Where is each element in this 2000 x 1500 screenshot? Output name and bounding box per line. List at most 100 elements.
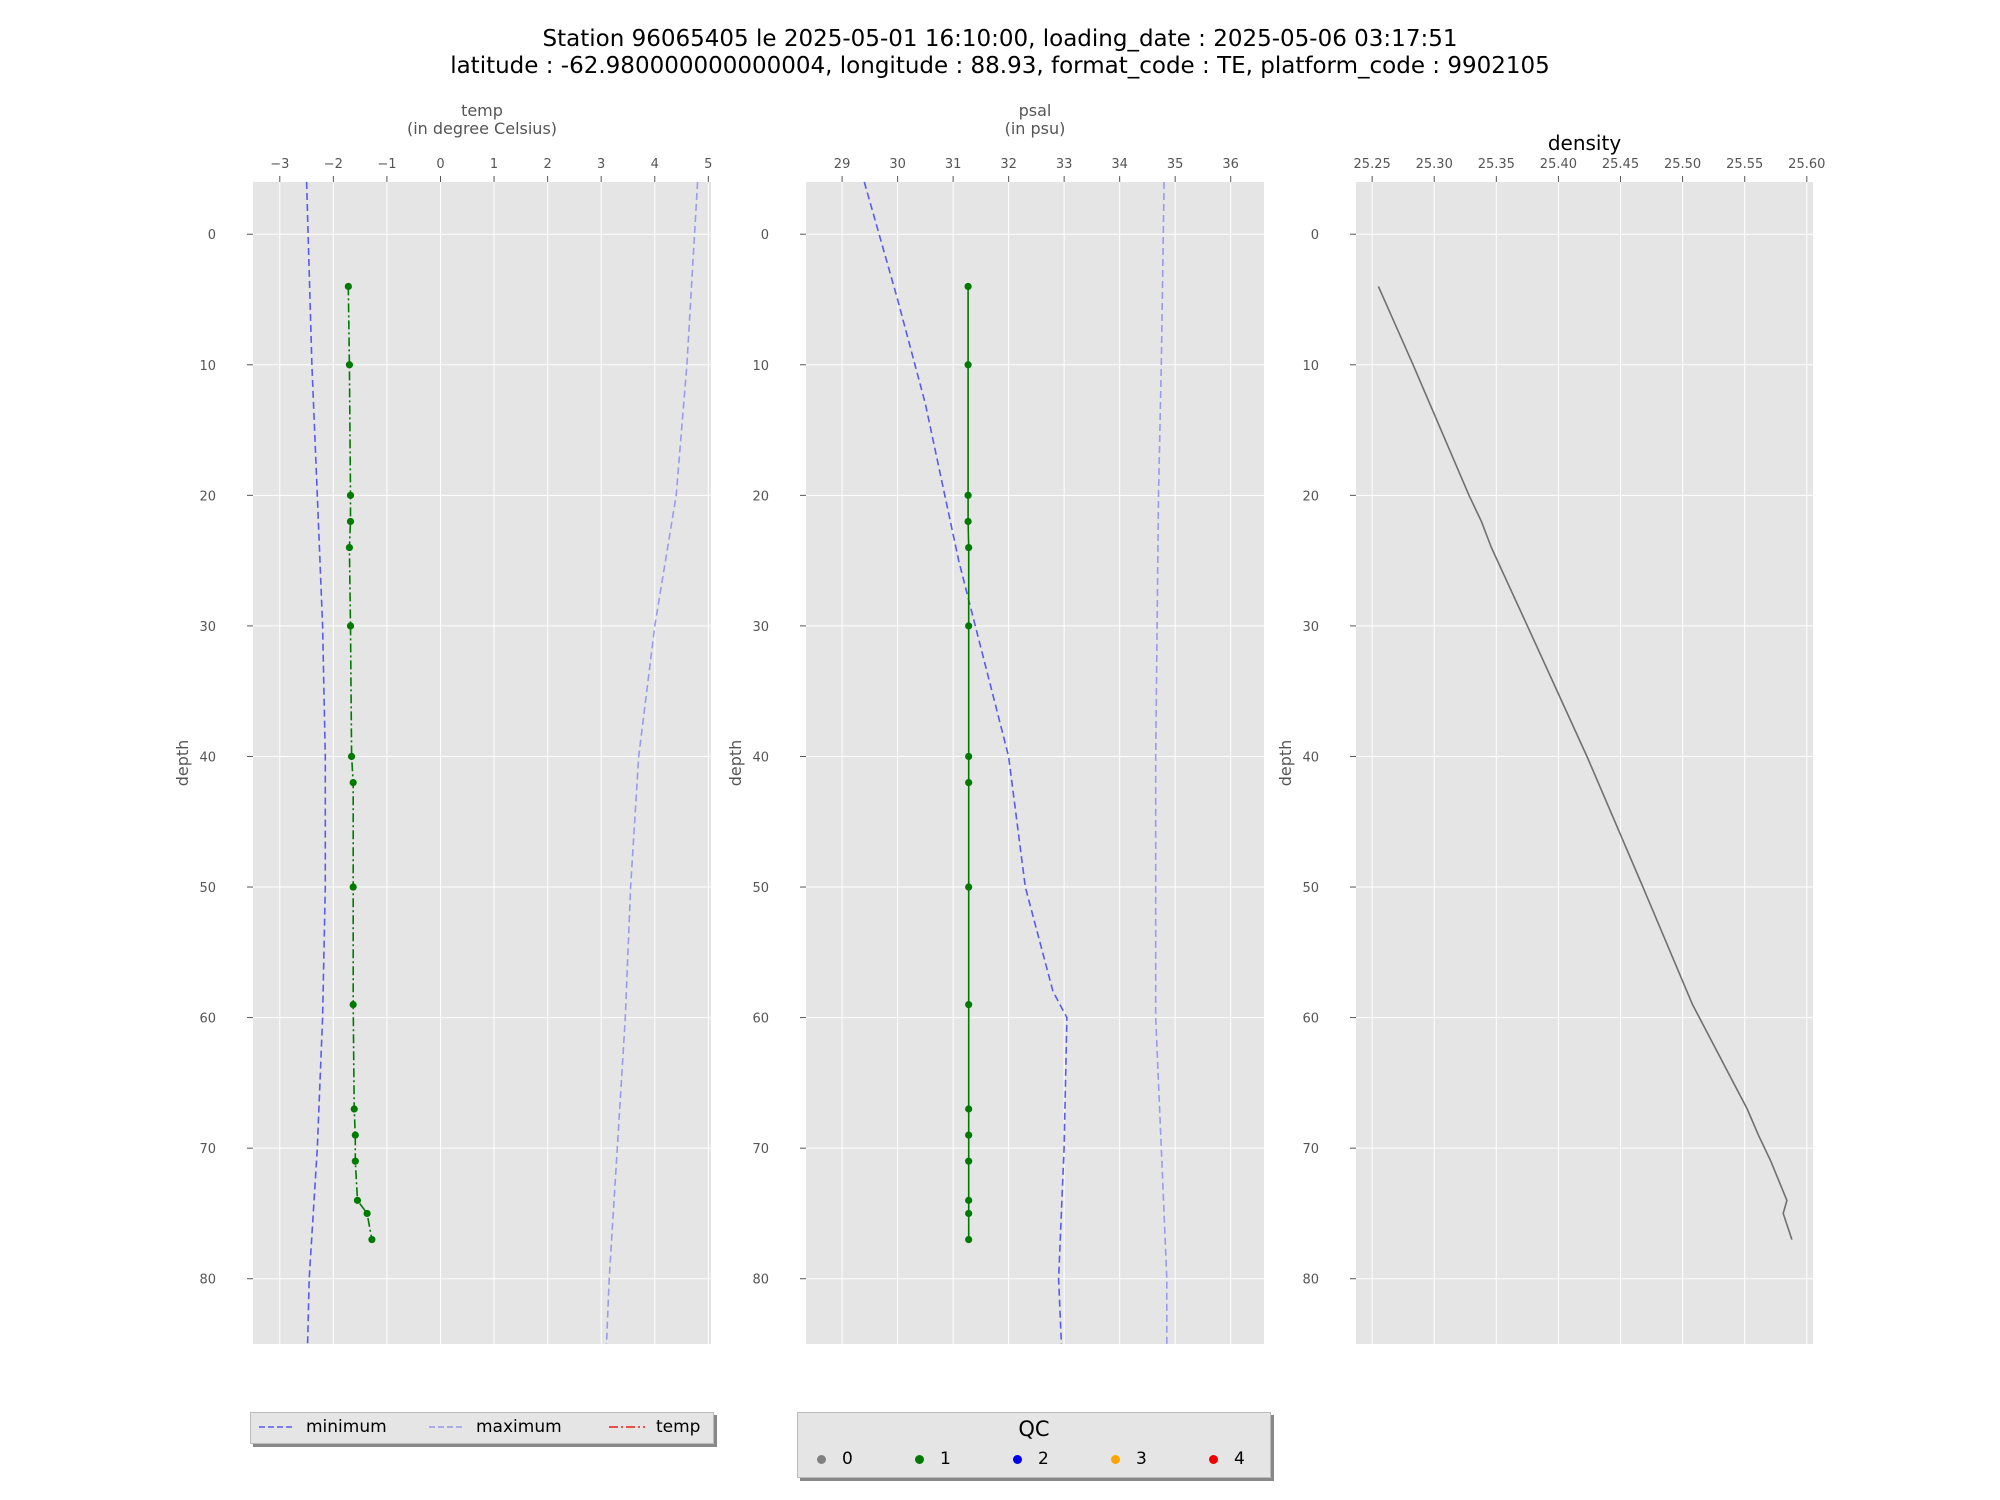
x-tick-label: 36: [1222, 157, 1239, 172]
y-tick-label: 30: [1302, 620, 1319, 635]
data-point-psal: [965, 752, 973, 761]
x-tick-label: −1: [377, 157, 396, 172]
data-point-psal: [965, 1196, 973, 1204]
y-tick-label: 30: [199, 620, 216, 635]
x-tick-label: 1: [490, 157, 498, 172]
data-point-psal: [965, 622, 973, 630]
data-point-psal: [965, 1209, 973, 1218]
qc-item-0: 0: [817, 1449, 853, 1469]
x-tick-label: 25.25: [1354, 157, 1391, 172]
x-tick-label: 25.30: [1416, 157, 1453, 172]
y-tick-label: 40: [199, 750, 216, 765]
y-tick-label: 70: [199, 1142, 216, 1157]
x-tick-label: 33: [1056, 157, 1073, 172]
y-tick-label: 0: [208, 228, 216, 243]
series-line-minimum: [863, 181, 1068, 1345]
data-point-psal: [964, 491, 972, 499]
data-point-temp: [346, 517, 355, 526]
y-tick-label: 60: [199, 1012, 216, 1027]
data-point-psal: [964, 517, 972, 526]
qc-dot-1: [915, 1454, 924, 1464]
data-point-temp: [351, 1131, 359, 1139]
qc-label-4: 4: [1234, 1449, 1245, 1469]
y-tick-label: 70: [752, 1142, 769, 1157]
x-tick-label: 32: [1000, 157, 1017, 172]
panel-2: 29 30 31 32 33 34 35 36 0 10 20 30 40 50 60 70 80 depth ps…: [726, 101, 1264, 1345]
series-line-maximum: [1154, 181, 1168, 1344]
x-axis-label: temp: [461, 101, 503, 120]
x-tick-label: 29: [834, 157, 851, 172]
x-axis-label: (in psu): [1005, 119, 1066, 138]
y-tick-label: 80: [199, 1273, 216, 1288]
data-point-psal: [965, 778, 973, 787]
data-point-temp: [346, 622, 355, 630]
data-point-psal: [965, 1105, 973, 1113]
data-point-temp: [349, 778, 357, 787]
x-tick-label: 5: [704, 157, 712, 172]
data-point-psal: [964, 361, 972, 369]
y-tick-label: 0: [1311, 228, 1319, 243]
data-point-temp: [368, 1235, 376, 1244]
y-tick-label: 10: [1302, 359, 1319, 374]
series-line-temp: [347, 286, 373, 1240]
data-point-temp: [347, 752, 356, 761]
qc-legend: QC 0 1 2 3 4: [797, 1412, 1271, 1478]
legend-item-maximum: maximum: [427, 1417, 562, 1437]
chart-title-line1: Station 96065405 le 2025-05-01 16:10:00,…: [542, 26, 1458, 52]
x-tick-label: 25.40: [1540, 157, 1577, 172]
qc-item-4: 4: [1209, 1449, 1245, 1469]
data-point-psal: [964, 282, 972, 291]
plot-area: [1356, 182, 1813, 1344]
x-tick-label: 34: [1111, 157, 1128, 172]
data-point-psal: [965, 1000, 973, 1009]
qc-item-3: 3: [1111, 1449, 1147, 1469]
y-tick-label: 70: [1302, 1142, 1319, 1157]
y-tick-label: 50: [752, 881, 769, 896]
legend-label-minimum: minimum: [306, 1417, 387, 1437]
data-point-temp: [353, 1196, 362, 1204]
qc-label-3: 3: [1136, 1449, 1147, 1469]
y-axis-label: depth: [173, 740, 192, 787]
qc-label-0: 0: [842, 1449, 853, 1469]
y-axis-label: depth: [726, 740, 745, 787]
data-point-temp: [346, 491, 355, 499]
qc-dot-4: [1209, 1454, 1218, 1464]
data-point-temp: [349, 1000, 357, 1009]
y-tick-label: 50: [1302, 881, 1319, 896]
data-point-temp: [350, 1105, 358, 1113]
qc-dot-3: [1111, 1454, 1120, 1464]
legend-swatch-maximum: [429, 1426, 465, 1428]
y-tick-label: 80: [752, 1273, 769, 1288]
line-legend: minimum maximum temp: [250, 1412, 714, 1444]
x-tick-label: 2: [543, 157, 551, 172]
x-axis-label: (in degree Celsius): [407, 119, 557, 138]
qc-item-1: 1: [915, 1449, 951, 1469]
legend-label-maximum: maximum: [476, 1417, 562, 1437]
legend-item-temp: temp: [607, 1417, 700, 1437]
series-line-minimum: [305, 181, 327, 1345]
data-point-temp: [345, 543, 354, 552]
x-axis-label: psal: [1019, 101, 1052, 120]
x-tick-label: 25.45: [1602, 157, 1639, 172]
y-tick-label: 0: [761, 228, 769, 243]
x-tick-label: 30: [889, 157, 906, 172]
data-point-psal: [965, 1235, 973, 1244]
panel-1: −3 −2 −1 0 1 2 3 4 501020304050607080depthtemp(i…: [173, 101, 712, 1345]
chart-title-line2: latitude : -62.980000000000004, longitud…: [450, 53, 1550, 79]
y-axis-label: depth: [1276, 740, 1295, 787]
x-tick-label: −2: [324, 157, 343, 172]
data-point-temp: [351, 1157, 359, 1165]
data-point-psal: [965, 1157, 973, 1165]
qc-dot-2: [1013, 1454, 1022, 1464]
series-line-density: [1377, 286, 1793, 1240]
y-tick-label: 20: [1302, 489, 1319, 504]
data-point-psal: [965, 543, 973, 552]
data-point-temp: [345, 361, 354, 369]
legend-label-temp: temp: [656, 1417, 701, 1437]
legend-item-minimum: minimum: [257, 1417, 387, 1437]
data-point-temp: [344, 282, 352, 291]
qc-label-2: 2: [1038, 1449, 1049, 1469]
panel-title: density: [1548, 131, 1621, 155]
x-tick-label: 25.60: [1788, 157, 1825, 172]
